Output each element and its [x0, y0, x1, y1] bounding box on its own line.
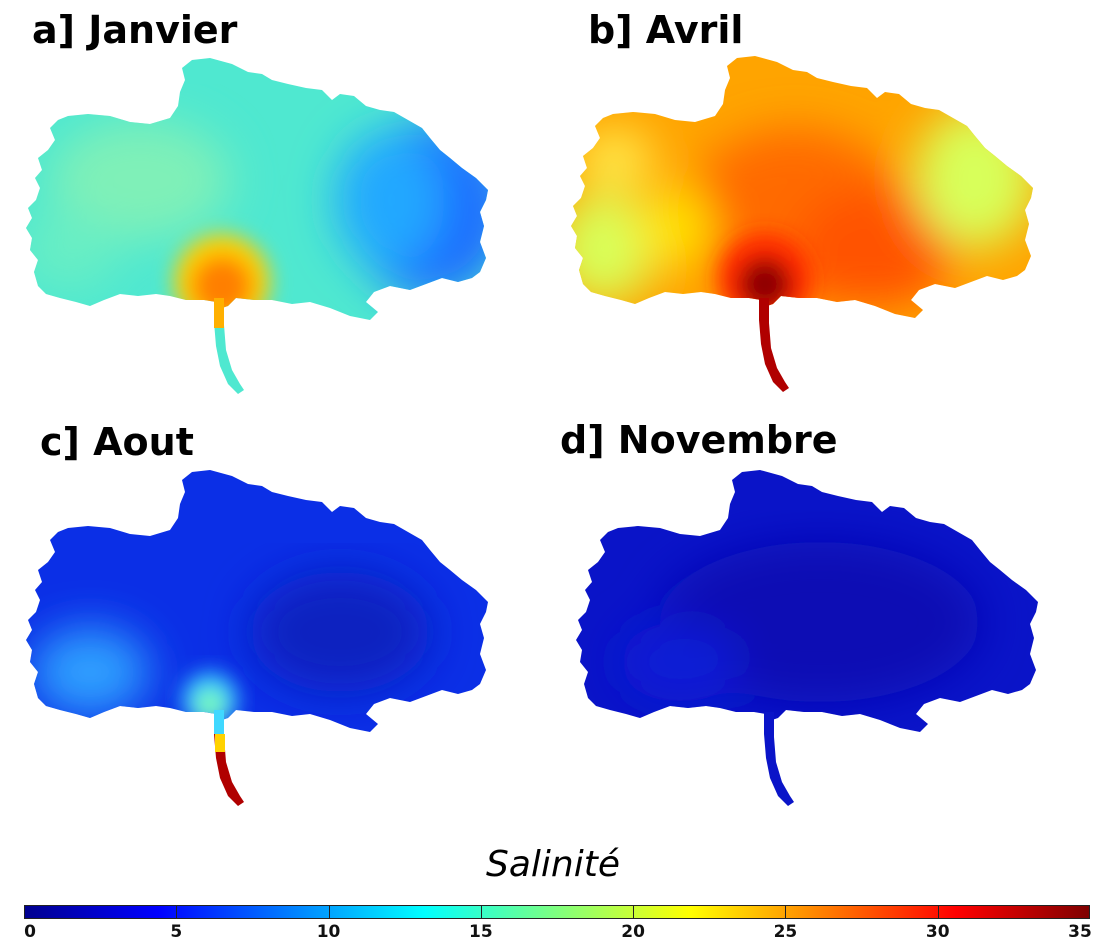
panel-title-aout: c] Aout — [40, 420, 194, 464]
panel-title-novembre: d] Novembre — [560, 418, 838, 462]
colorbar-tick-label: 10 — [316, 922, 341, 942]
salinity-colorbar — [24, 905, 1090, 919]
colorbar-tick-label: 35 — [1068, 922, 1092, 942]
salinity-map-avril — [571, 56, 1033, 392]
salinity-map-aout — [26, 470, 488, 806]
colorbar-tick — [176, 905, 178, 919]
colorbar-tick — [480, 905, 482, 919]
colorbar-tick — [785, 905, 787, 919]
salinity-map-janvier — [26, 58, 488, 394]
colorbar-tick-label: 25 — [773, 922, 798, 942]
panel-title-avril: b] Avril — [588, 8, 744, 52]
colorbar-tick — [937, 905, 939, 919]
colorbar-tick-label: 15 — [469, 922, 493, 942]
colorbar-tick-label: 20 — [621, 922, 645, 942]
colorbar-tick-label: 30 — [925, 922, 950, 942]
salinity-map-novembre — [576, 470, 1038, 806]
colorbar-title: Salinité — [486, 844, 620, 885]
colorbar-tick-label: 5 — [170, 922, 183, 942]
colorbar-tick — [328, 905, 330, 919]
colorbar-tick — [633, 905, 635, 919]
panel-title-janvier: a] Janvier — [32, 8, 238, 52]
colorbar-tick-label: 0 — [24, 922, 36, 942]
